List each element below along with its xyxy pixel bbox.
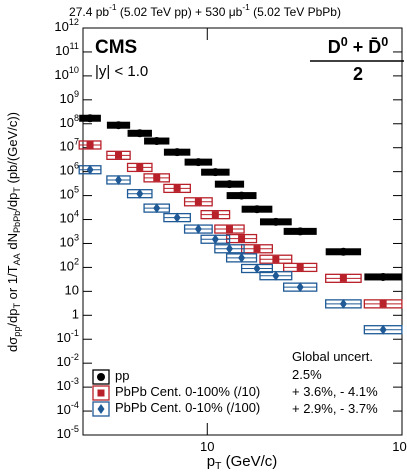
- data-point: [86, 164, 94, 175]
- data-point: [296, 227, 305, 236]
- data-point: [379, 272, 388, 281]
- y-tick-label: 107​: [59, 137, 79, 154]
- rapidity-label: |y| < 1.0: [95, 63, 148, 80]
- x-tick-label: 10: [200, 439, 214, 454]
- y-tick-label: 104​: [59, 209, 79, 226]
- data-point: [153, 174, 161, 182]
- y-tick-label: 10-4​: [56, 400, 79, 417]
- x-axis-label: pT​ (GeV/c): [207, 453, 278, 472]
- x-tick-label: 102​: [392, 437, 407, 454]
- y-tick-label: 10-3​: [56, 377, 79, 394]
- data-point: [225, 243, 233, 254]
- data-point: [379, 324, 387, 335]
- particle-label: D0​ + D̄0​: [328, 35, 389, 56]
- data-point: [86, 114, 95, 123]
- y-tick-label: 102​: [59, 257, 79, 274]
- data-point: [136, 188, 144, 199]
- data-point: [211, 168, 220, 177]
- y-tick-label: 105​: [59, 185, 79, 202]
- y-tick-label: 1: [72, 307, 79, 322]
- data-point: [339, 298, 347, 309]
- y-tick-label: 109​: [59, 89, 79, 106]
- y-tick-label: 106​: [59, 161, 79, 178]
- data-point: [379, 300, 387, 308]
- y-tick-label: 1012​: [54, 17, 79, 34]
- data-point: [272, 255, 280, 263]
- data-point: [194, 158, 203, 167]
- legend-marker: [97, 389, 105, 397]
- y-tick-label: 10: [65, 283, 79, 298]
- experiment-label: CMS: [95, 37, 137, 58]
- data-point: [271, 217, 280, 226]
- y-tick-label: 108​: [59, 113, 79, 130]
- plot-frame: [82, 27, 403, 436]
- data-point: [237, 191, 246, 200]
- y-tick-label: 10-5​: [56, 424, 79, 441]
- data-point: [211, 234, 219, 245]
- global-uncertainty: + 2.9%, - 3.7%: [292, 401, 378, 416]
- data-point: [238, 252, 246, 263]
- global-uncertainty-title: Global uncert.: [292, 349, 373, 364]
- data-point: [86, 141, 94, 149]
- data-point: [173, 184, 181, 192]
- data-point: [253, 263, 261, 274]
- legend-label: PbPb Cent. 0-10% (/100): [115, 400, 260, 415]
- y-tick-label: 1011​: [55, 41, 79, 58]
- y-tick-label: 1010​: [54, 65, 79, 82]
- data-point: [173, 148, 182, 157]
- data-point: [136, 163, 144, 171]
- global-uncertainty: 2.5%: [292, 367, 322, 382]
- data-point: [225, 225, 233, 233]
- data-point: [114, 121, 123, 130]
- data-point: [135, 129, 144, 138]
- legend-label: pp: [115, 368, 129, 383]
- data-point: [253, 245, 261, 253]
- legend-marker: [97, 373, 105, 381]
- data-point: [194, 224, 202, 235]
- data-point: [115, 174, 123, 185]
- chart-title: 27.4 pb-1​ (5.02 TeV pp) + 530 μb-1​ (5.…: [69, 2, 341, 19]
- y-tick-label: 103​: [59, 233, 79, 250]
- legend-label: PbPb Cent. 0-100% (/10): [115, 384, 260, 399]
- y-tick-label: 10-2​: [56, 353, 79, 370]
- y-axis-label: dσpp​/dpT​ or 1/TAA​ dNPbPb​/dpT​ (pb/(G…: [5, 112, 22, 352]
- data-point: [194, 198, 202, 206]
- data-point: [152, 137, 161, 146]
- data-point: [339, 274, 347, 282]
- particle-denominator: 2: [353, 64, 363, 84]
- data-point: [252, 205, 261, 214]
- y-tick-label: 10-1​: [56, 329, 79, 346]
- data-point: [238, 235, 246, 243]
- data-point: [339, 247, 348, 256]
- data-point: [272, 270, 280, 281]
- legend-marker: [97, 404, 105, 414]
- data-point: [296, 282, 304, 293]
- global-uncertainty: + 3.6%, - 4.1%: [292, 384, 378, 399]
- data-point: [173, 212, 181, 223]
- data-point: [225, 180, 234, 189]
- data-point: [211, 211, 219, 219]
- data-point: [296, 263, 304, 271]
- data-point: [115, 151, 123, 159]
- data-point: [153, 203, 161, 214]
